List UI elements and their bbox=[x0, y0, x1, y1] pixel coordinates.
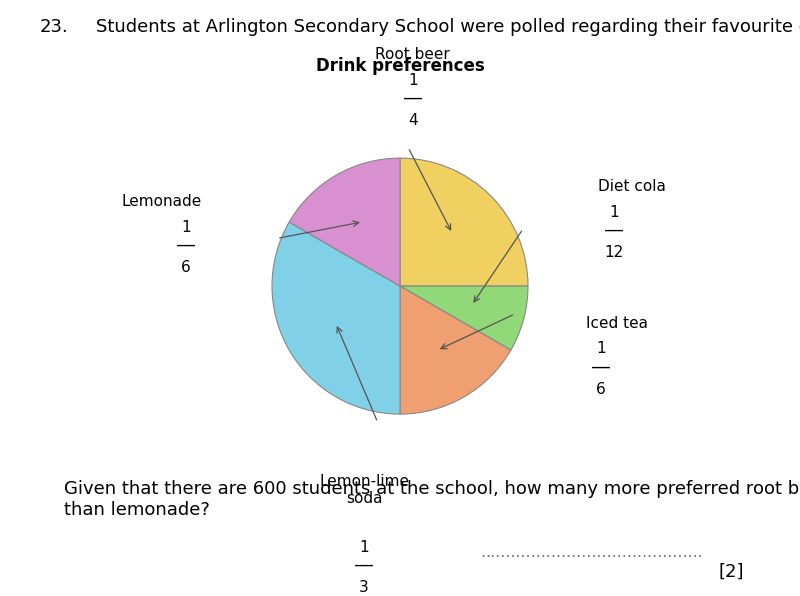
Text: ―: ― bbox=[178, 236, 195, 254]
Text: Iced tea: Iced tea bbox=[586, 316, 648, 331]
Text: 12: 12 bbox=[604, 245, 623, 260]
Wedge shape bbox=[289, 158, 400, 286]
Text: Lemonade: Lemonade bbox=[122, 194, 202, 209]
Wedge shape bbox=[272, 222, 400, 414]
Text: Diet cola: Diet cola bbox=[598, 179, 666, 194]
Text: Students at Arlington Secondary School were polled regarding their favourite dri: Students at Arlington Secondary School w… bbox=[96, 18, 800, 36]
Wedge shape bbox=[400, 286, 511, 414]
Text: 1: 1 bbox=[408, 73, 418, 88]
Text: Drink preferences: Drink preferences bbox=[316, 57, 484, 74]
Text: 1: 1 bbox=[182, 220, 191, 235]
Text: ―: ― bbox=[592, 358, 610, 375]
Text: 23.: 23. bbox=[40, 18, 69, 36]
Text: ―: ― bbox=[605, 221, 622, 239]
Text: 3: 3 bbox=[359, 581, 369, 595]
Text: ―: ― bbox=[355, 556, 373, 574]
Text: 1: 1 bbox=[359, 540, 369, 555]
Wedge shape bbox=[400, 158, 528, 286]
Text: Given that there are 600 students at the school, how many more preferred root be: Given that there are 600 students at the… bbox=[64, 480, 800, 519]
Wedge shape bbox=[400, 286, 528, 350]
Text: Lemon-lime
soda: Lemon-lime soda bbox=[319, 474, 409, 506]
Text: 1: 1 bbox=[609, 204, 618, 219]
Text: 6: 6 bbox=[596, 382, 606, 397]
Text: Root beer: Root beer bbox=[375, 47, 450, 62]
Text: [2]: [2] bbox=[718, 563, 744, 581]
Text: 4: 4 bbox=[408, 113, 418, 128]
Text: ‥‥‥‥‥‥‥‥‥‥‥‥‥‥‥‥‥‥‥‥‥‥: ‥‥‥‥‥‥‥‥‥‥‥‥‥‥‥‥‥‥‥‥‥‥ bbox=[480, 545, 702, 560]
Text: 6: 6 bbox=[182, 260, 191, 275]
Text: 1: 1 bbox=[596, 342, 606, 356]
Text: ―: ― bbox=[404, 89, 422, 107]
